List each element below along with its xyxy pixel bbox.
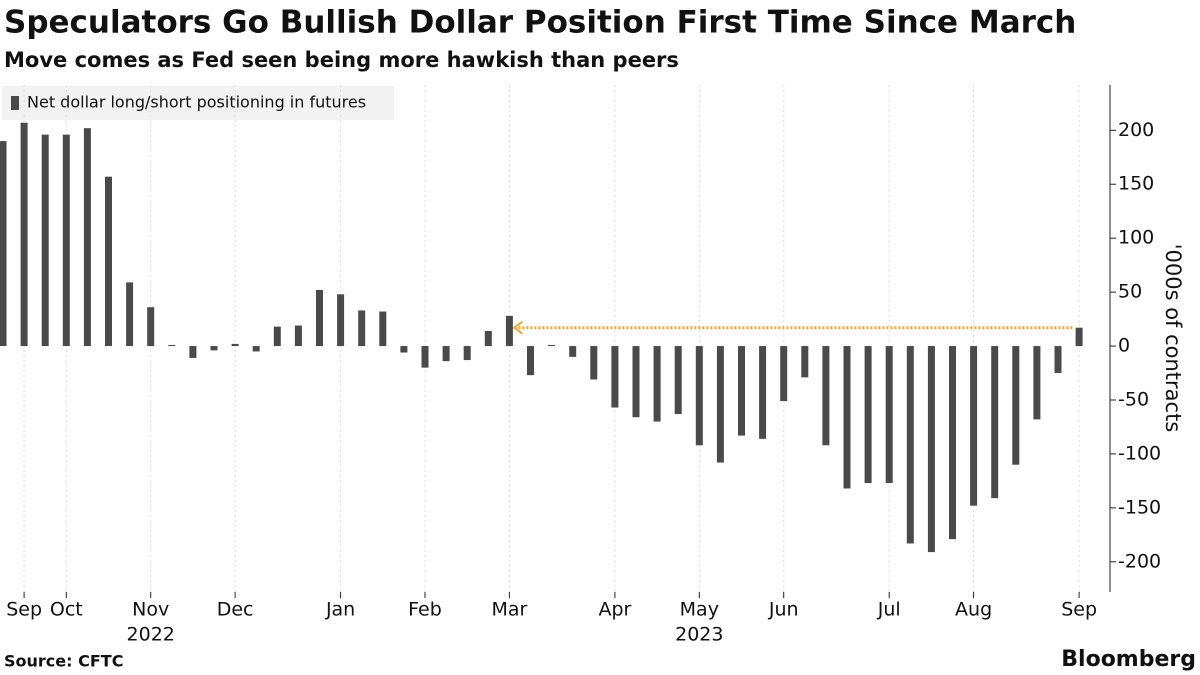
x-tick-label: Dec [217, 599, 254, 621]
y-tick-label: -100 [1118, 442, 1161, 464]
bar [358, 310, 366, 347]
x-tick-label: Jan [325, 599, 355, 621]
legend-swatch [11, 96, 19, 110]
bar [1033, 346, 1041, 420]
bar [864, 346, 872, 484]
bar [843, 346, 851, 489]
bar [759, 346, 767, 439]
bar [484, 330, 492, 347]
bar [20, 122, 28, 347]
source: Source: CFTC [4, 652, 123, 671]
bar [442, 346, 450, 362]
x-tick-label: Sep [6, 599, 42, 621]
bar [822, 346, 830, 446]
x-tick-label: May [680, 599, 719, 621]
x-tick-label: Apr [598, 599, 631, 621]
x-tick-label: Nov [132, 599, 169, 621]
bar [505, 315, 513, 347]
bar [970, 346, 978, 506]
bar [0, 141, 7, 347]
bar [569, 346, 577, 357]
bar [611, 346, 619, 408]
x-tick-label: Mar [491, 599, 527, 621]
bar [294, 325, 302, 347]
y-tick-label: -50 [1118, 388, 1149, 410]
bar [463, 346, 471, 361]
bar [590, 346, 598, 380]
bar [126, 282, 134, 347]
bar [674, 346, 682, 415]
y-tick-label: 150 [1118, 173, 1154, 195]
bar [949, 346, 956, 540]
chart-subtitle: Move comes as Fed seen being more hawkis… [4, 48, 679, 72]
bar [273, 326, 281, 347]
y-tick-label: 200 [1118, 119, 1154, 141]
x-tick-label: Aug [955, 599, 992, 621]
annotation-arrow [512, 320, 523, 335]
bar [716, 346, 724, 463]
bar [738, 346, 745, 436]
x-tick-label: Sep [1061, 599, 1097, 621]
x-year-label: 2022 [127, 624, 175, 646]
bar [927, 346, 935, 553]
bar [231, 343, 239, 347]
legend-box [2, 86, 394, 120]
x-tick-label: Jun [768, 599, 799, 621]
bar [210, 346, 218, 351]
bar [991, 346, 999, 499]
bar [189, 346, 197, 358]
brand: Bloomberg [1061, 647, 1196, 672]
chart-title: Speculators Go Bullish Dollar Position F… [4, 5, 1076, 41]
bar [147, 307, 155, 347]
x-tick-label: Feb [408, 599, 442, 621]
bar [885, 346, 893, 484]
bar [41, 134, 49, 347]
x-year-label: 2023 [675, 624, 723, 646]
bar [400, 346, 408, 353]
bar [83, 128, 91, 347]
bar [316, 289, 323, 347]
bar [1075, 327, 1083, 347]
bar [527, 346, 534, 376]
bar [252, 346, 260, 352]
y-tick-label: 0 [1118, 335, 1130, 357]
bar [337, 294, 345, 347]
bar [653, 346, 661, 422]
bar [1012, 346, 1020, 465]
bar [168, 344, 176, 347]
y-tick-label: 100 [1118, 227, 1154, 249]
bar [632, 346, 640, 418]
bar [801, 346, 809, 378]
bar [548, 344, 556, 347]
bar [421, 346, 429, 368]
bar [906, 346, 914, 544]
y-axis-label: '000s of contracts [1161, 244, 1185, 433]
bar [695, 346, 703, 446]
bar [105, 176, 112, 347]
bar [780, 346, 788, 402]
legend-label: Net dollar long/short positioning in fut… [27, 93, 366, 112]
y-tick-label: 50 [1118, 281, 1142, 303]
bar [1054, 346, 1062, 374]
bar [62, 134, 70, 347]
y-tick-label: -150 [1118, 496, 1161, 518]
x-tick-label: Jul [877, 599, 901, 621]
bar [379, 311, 387, 347]
y-tick-label: -200 [1118, 550, 1161, 572]
x-tick-label: Oct [50, 599, 83, 621]
